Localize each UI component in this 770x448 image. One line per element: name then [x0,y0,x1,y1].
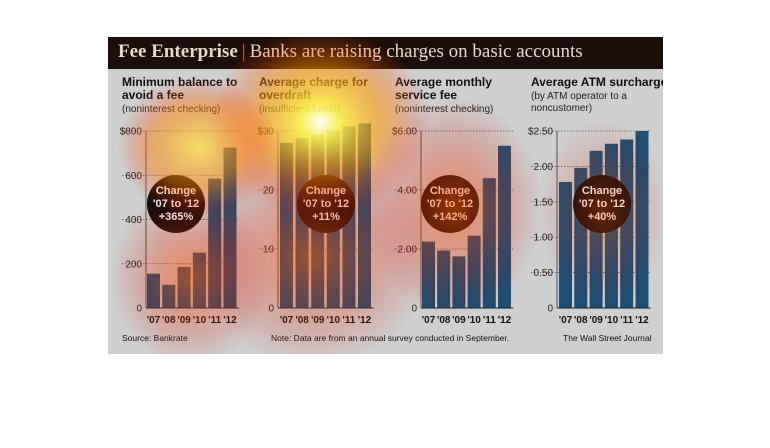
bar [193,253,206,308]
x-tick-label: '11 [342,315,355,326]
change-badge-text: +40% [588,211,617,223]
y-tick-label: 0 [136,304,142,315]
x-tick-label: '11 [620,315,633,326]
y-tick-label: 200 [125,259,142,270]
bar [178,267,191,308]
source-note: Source: Bankrate [122,333,188,343]
x-tick-label: '09 [177,315,191,326]
x-tick-label: '10 [193,315,207,326]
x-tick-label: '12 [358,315,372,326]
x-tick-label: '12 [635,315,649,326]
bar [280,143,293,308]
x-tick-label: '08 [437,315,451,326]
change-badge-text: '07 to '12 [303,198,349,210]
bar [559,182,572,308]
y-tick-label: 1.50 [534,197,554,208]
bar [468,236,481,308]
y-tick-label: 20 [263,186,275,197]
panel-title-line: Average monthly [395,75,492,89]
y-tick-label: 2.00 [534,162,554,173]
panel-title-line: Minimum balance to [122,75,237,89]
change-badge-text: Change [582,185,622,197]
panel-title-line: Average ATM surcharge [531,75,663,89]
change-badge-text: Change [306,185,346,197]
change-badge-text: '07 to '12 [427,198,473,210]
change-badge-text: +11% [312,211,340,223]
change-badge-text: '07 to '12 [579,198,625,210]
y-tick-label: $30 [257,127,274,138]
x-tick-label: '07 [280,315,294,326]
x-tick-label: '09 [311,315,325,326]
x-tick-label: '10 [467,315,481,326]
bar [483,178,496,308]
bar [162,285,175,308]
bar [452,256,465,308]
y-tick-label: $2.50 [528,127,553,138]
bar [208,179,221,308]
x-tick-label: '12 [223,315,237,326]
bar [224,148,237,308]
change-badge-text: Change [156,185,196,197]
x-tick-label: '08 [574,315,588,326]
y-tick-label: $800 [120,127,143,138]
y-tick-label: 10 [263,245,275,256]
panel-subtitle-line: (noninterest checking) [122,104,220,115]
change-badge-text: +365% [159,211,194,223]
credit-note: The Wall Street Journal [563,333,652,343]
panel-title-line: Average charge for [259,75,368,89]
y-tick-label: 1.00 [534,233,554,244]
change-badge-text: '07 to '12 [153,198,199,210]
panel-title-line: avoid a fee [122,88,184,102]
bar [422,242,435,308]
x-tick-label: '08 [162,315,176,326]
bar [437,250,450,308]
x-tick-label: '08 [295,315,309,326]
x-tick-label: '09 [589,315,603,326]
y-tick-label: 0 [268,304,274,315]
panel-title-line: service fee [395,88,457,102]
bar [636,131,649,308]
x-tick-label: '07 [422,315,436,326]
bar [147,274,160,308]
bar [358,123,371,308]
figure: Fee Enterprise | Banks are raising charges… [108,37,663,354]
y-tick-label: 4.00 [398,186,418,197]
y-tick-label: 400 [125,215,142,226]
y-tick-label: 0 [547,304,553,315]
x-tick-label: '07 [559,315,573,326]
x-tick-label: '11 [483,315,496,326]
panel-subtitle-line: noncustomer) [531,103,592,114]
panel-subtitle-line: (by ATM operator to a [531,91,627,102]
panel-subtitle-line: (noninterest checking) [395,104,493,115]
bar [498,146,511,308]
change-badge-text: Change [430,185,470,197]
y-tick-label: $6.00 [392,127,417,138]
x-tick-label: '12 [498,315,512,326]
survey-note: Note: Data are from an annual survey con… [271,333,509,343]
y-tick-label: 0 [411,304,417,315]
x-tick-label: '09 [452,315,466,326]
x-tick-label: '10 [327,315,341,326]
y-tick-label: 600 [125,171,142,182]
y-tick-label: 0.50 [534,268,554,279]
x-tick-label: '11 [208,315,221,326]
panel-subtitle-line: (insufficient funds) [259,104,340,115]
y-tick-label: 2.00 [398,245,418,256]
panel-title-line: overdraft [259,88,311,102]
x-tick-label: '07 [147,315,161,326]
x-tick-label: '10 [605,315,619,326]
change-badge-text: +142% [433,211,468,223]
